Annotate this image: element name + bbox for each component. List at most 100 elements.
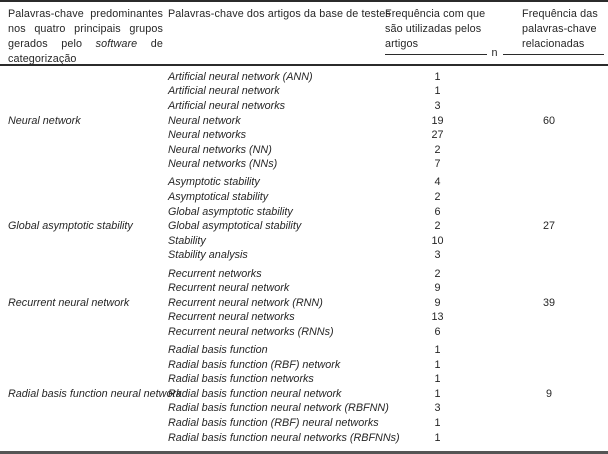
table-header: Palavras-chave predominantes nos quatro … <box>0 2 608 66</box>
keyword-cell: Neural networks (NNs) <box>168 158 278 171</box>
keyword-cell: Stability <box>168 234 206 247</box>
frequency-cell: 9 <box>434 282 441 295</box>
group-label-cell: Radial basis function neural network <box>8 387 182 400</box>
table-row: Artificial neural network 1 <box>0 84 608 99</box>
n-spanner: n <box>385 47 605 60</box>
table-row: Radial basis function neural network (RB… <box>0 401 608 416</box>
keyword-cell: Artificial neural network (ANN) <box>168 70 313 83</box>
header-usage-frequency: Frequência com que são utilizadas pelos … <box>385 8 486 50</box>
keyword-cell: Recurrent neural network (RNN) <box>168 296 323 309</box>
frequency-cell: 10 <box>431 234 444 247</box>
table-row: Stability analysis 3 <box>0 248 608 263</box>
table-row: Neural networks (NN) 2 <box>0 142 608 157</box>
keyword-group: Asymptotic stability 4 Asymptotical stab… <box>0 172 608 263</box>
keyword-cell: Radial basis function neural network <box>168 387 342 400</box>
table-row: Global asymptotic stability Global asymp… <box>0 219 608 234</box>
table-body: Artificial neural network (ANN) 1 Artifi… <box>0 66 608 445</box>
table-row: Radial basis function neural network Rad… <box>0 386 608 401</box>
related-frequency-cell: 9 <box>545 387 552 400</box>
keyword-cell: Radial basis function neural network (RB… <box>168 402 389 415</box>
keyword-cell: Recurrent neural network <box>168 282 290 295</box>
keyword-cell: Radial basis function neural networks (R… <box>168 431 400 444</box>
table-row: Radial basis function (RBF) network 1 <box>0 357 608 372</box>
keyword-cell: Radial basis function (RBF) neural netwo… <box>168 416 379 429</box>
frequency-cell: 19 <box>431 114 444 127</box>
frequency-cell: 9 <box>434 296 441 309</box>
frequency-cell: 2 <box>434 143 441 156</box>
table-row: Asymptotical stability 2 <box>0 190 608 205</box>
keyword-cell: Global asymptotic stability <box>168 205 293 218</box>
frequency-cell: 6 <box>434 325 441 338</box>
table-row: Artificial neural networks 3 <box>0 99 608 114</box>
table-row: Recurrent neural networks 13 <box>0 310 608 325</box>
keyword-cell: Recurrent neural networks <box>168 311 295 324</box>
table-row: Recurrent networks 2 <box>0 266 608 281</box>
related-frequency-cell: 27 <box>542 220 555 233</box>
keyword-cell: Neural networks <box>168 129 247 142</box>
table-row: Radial basis function neural networks (R… <box>0 430 608 445</box>
keyword-cell: Stability analysis <box>168 249 248 262</box>
table-row: Neural networks (NNs) 7 <box>0 157 608 172</box>
keyword-cell: Artificial neural networks <box>168 99 286 112</box>
table-row: Global asymptotic stability 6 <box>0 204 608 219</box>
n-spanner-line-left <box>385 54 487 55</box>
frequency-cell: 7 <box>434 158 441 171</box>
keyword-cell: Global asymptotical stability <box>168 220 302 233</box>
table-row: Stability 10 <box>0 234 608 249</box>
frequency-cell: 1 <box>434 343 441 356</box>
table-row: Radial basis function networks 1 <box>0 372 608 387</box>
keyword-group: Artificial neural network (ANN) 1 Artifi… <box>0 66 608 172</box>
frequency-cell: 3 <box>434 99 441 112</box>
group-label-cell: Recurrent neural network <box>8 296 130 309</box>
table-row: Recurrent neural network Recurrent neura… <box>0 295 608 310</box>
table-row: Artificial neural network (ANN) 1 <box>0 70 608 85</box>
frequency-cell: 6 <box>434 205 441 218</box>
keyword-cell: Neural networks (NN) <box>168 143 272 156</box>
frequency-cell: 1 <box>434 387 441 400</box>
header-predominant-keywords: Palavras-chave predominantes nos quatro … <box>8 7 163 67</box>
keyword-cell: Artificial neural network <box>168 85 280 98</box>
header-related-frequency: Frequência das palavras-chave relacionad… <box>522 8 598 50</box>
table-row: Neural network Neural network 19 60 <box>0 113 608 128</box>
table-row: Asymptotic stability 4 <box>0 175 608 190</box>
frequency-cell: 1 <box>434 416 441 429</box>
header-article-keywords: Palavras-chave dos artigos da base de te… <box>168 8 391 20</box>
n-spanner-line-right <box>502 54 605 55</box>
frequency-cell: 13 <box>431 311 444 324</box>
frequency-cell: 2 <box>434 267 441 280</box>
keyword-cell: Recurrent neural networks (RNNs) <box>168 325 334 338</box>
frequency-cell: 4 <box>434 176 441 189</box>
keyword-cell: Radial basis function <box>168 343 268 356</box>
keyword-cell: Recurrent networks <box>168 267 262 280</box>
frequency-cell: 1 <box>434 85 441 98</box>
table-row: Recurrent neural network 9 <box>0 281 608 296</box>
keyword-group: Radial basis function 1 Radial basis fun… <box>0 339 608 445</box>
table-row: Radial basis function (RBF) neural netwo… <box>0 416 608 431</box>
frequency-cell: 1 <box>434 431 441 444</box>
keyword-group: Recurrent networks 2 Recurrent neural ne… <box>0 263 608 339</box>
header-col1-text-after: de categorização <box>8 38 164 65</box>
group-label-cell: Global asymptotic stability <box>8 220 133 233</box>
n-label: n <box>491 47 498 59</box>
frequency-cell: 1 <box>434 373 441 386</box>
frequency-cell: 1 <box>434 70 441 83</box>
frequency-cell: 27 <box>431 129 444 142</box>
frequency-cell: 2 <box>434 220 441 233</box>
header-col1-italic-word: software <box>95 38 138 50</box>
keyword-cell: Neural network <box>168 114 241 127</box>
frequency-cell: 1 <box>434 358 441 371</box>
keyword-cell: Asymptotic stability <box>168 176 260 189</box>
related-frequency-cell: 39 <box>542 296 555 309</box>
frequency-cell: 3 <box>434 402 441 415</box>
table-row: Recurrent neural networks (RNNs) 6 <box>0 325 608 340</box>
group-label-cell: Neural network <box>8 114 81 127</box>
frequency-cell: 2 <box>434 191 441 204</box>
table-row: Radial basis function 1 <box>0 343 608 358</box>
keyword-cell: Asymptotical stability <box>168 191 269 204</box>
table-row: Neural networks 27 <box>0 128 608 143</box>
keyword-cell: Radial basis function (RBF) network <box>168 358 341 371</box>
frequency-cell: 3 <box>434 249 441 262</box>
keyword-cell: Radial basis function networks <box>168 373 314 386</box>
related-frequency-cell: 60 <box>542 114 555 127</box>
